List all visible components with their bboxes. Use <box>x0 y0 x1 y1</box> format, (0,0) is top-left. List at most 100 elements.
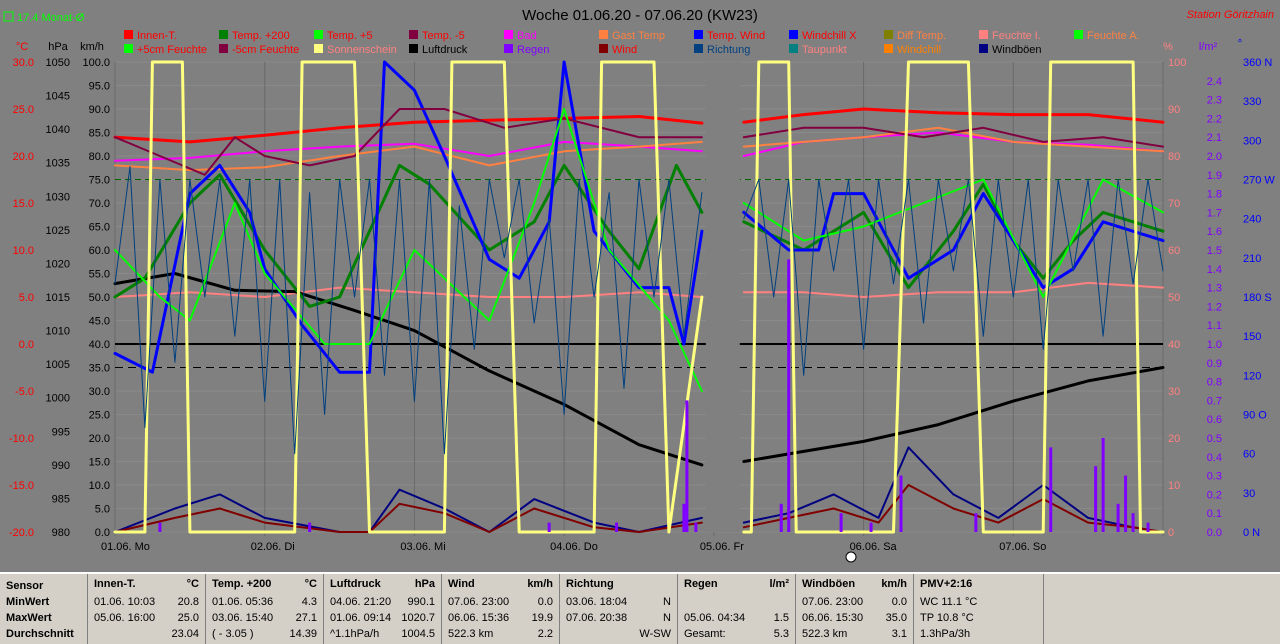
series-temp-200-line <box>113 163 704 308</box>
legend-item: Temp. -5 <box>422 30 465 42</box>
stats-header-name: Temp. +200 <box>212 578 272 590</box>
stats-cell-value: 0.0 <box>537 596 553 608</box>
series-temp-5-line <box>742 126 1164 148</box>
legend-item: Diff Temp. <box>897 30 946 42</box>
weather-chart: 01.06. Mo 02.06. Di 03.06. Mi 04.06. Do 05.0… <box>3 7 1276 563</box>
series-regen-bar <box>1146 522 1150 532</box>
stats-column-luftdruck: Luftdruck hPa 04.06. 21:20 990.1 01.06. 09:1… <box>324 574 442 644</box>
direction-tick: 240 <box>1243 214 1261 226</box>
series-regen-bar <box>685 400 689 532</box>
stats-cell-time: 07.06. 23:00 <box>802 596 864 608</box>
series-regen-bar <box>869 522 873 532</box>
legend-swatch <box>314 30 323 39</box>
legend-swatch <box>504 30 513 39</box>
legend-swatch <box>314 44 323 53</box>
direction-tick: 150 <box>1243 331 1261 343</box>
stats-cell-value: 23.04 <box>171 628 199 640</box>
pressure-tick: 995 <box>52 426 70 438</box>
series-windrichtung-line <box>743 179 1164 376</box>
series-gast-temp-line <box>742 126 1164 153</box>
pressure-tick: 1005 <box>46 359 70 371</box>
pressure-tick: 1000 <box>46 393 70 405</box>
legend-item: Luftdruck <box>422 44 468 56</box>
stats-column-header: Wind km/h <box>448 578 553 592</box>
stats-cell: TP 10.8 °C <box>920 612 1037 626</box>
stats-cell: WC 11.1 °C <box>920 596 1037 610</box>
wind-tick: 95.0 <box>89 81 110 93</box>
stats-label-max: MaxWert <box>6 612 52 624</box>
stats-column-windb-en: Windböen km/h 07.06. 23:00 0.0 06.06. 15:30 3… <box>796 574 914 644</box>
legend-swatch <box>409 44 418 53</box>
series-temp-200-line <box>742 182 1165 290</box>
stats-cell: ( - 3.05 ) 14.39 <box>212 628 317 642</box>
rain-tick: 2.2 <box>1207 113 1222 125</box>
temp-tick: 10.0 <box>13 245 34 257</box>
legend-swatch <box>599 30 608 39</box>
temp-tick: 20.0 <box>13 151 34 163</box>
stats-cell-time: 03.06. 18:04 <box>566 596 628 608</box>
rain-tick: 0.0 <box>1207 527 1222 539</box>
rain-tick: 0.4 <box>1207 452 1222 464</box>
series-bad-line <box>114 140 703 162</box>
stats-column-regen: Regen l/m² 05.06. 04:34 1.5 Gesamt: 5.3 <box>678 574 796 644</box>
legend-item: Temp. +200 <box>232 30 290 42</box>
stats-cell-value: 19.9 <box>531 612 553 624</box>
stats-cell-value: 990.1 <box>407 596 435 608</box>
time-slider-handle[interactable] <box>845 551 857 563</box>
stats-cell-value: 27.1 <box>295 612 317 624</box>
humidity-tick: 100 <box>1168 57 1186 69</box>
stats-cell-time: 522.3 km <box>802 628 848 640</box>
pressure-tick: 1045 <box>46 91 70 103</box>
rain-tick: 0.3 <box>1207 471 1222 483</box>
rain-tick: 1.1 <box>1207 320 1222 332</box>
legend-item: Wind <box>612 44 637 56</box>
pressure-tick: 1040 <box>46 124 70 136</box>
rain-tick: 1.4 <box>1207 264 1222 276</box>
legend-swatch <box>884 44 893 53</box>
series-regen-bar <box>615 522 619 532</box>
avg-checkbox[interactable] <box>3 11 14 22</box>
series-regen-bar <box>1131 513 1135 532</box>
wind-tick: 20.0 <box>89 433 110 445</box>
rain-tick: 0.7 <box>1207 395 1222 407</box>
temp-tick: 15.0 <box>13 198 34 210</box>
stats-cell: 522.3 km 3.1 <box>802 628 907 642</box>
rain-tick: 2.4 <box>1207 76 1222 88</box>
chart-axes: 01.06. Mo 02.06. Di 03.06. Mi 04.06. Do 05.0… <box>9 57 1275 553</box>
stats-cell-value: 35.0 <box>885 612 907 624</box>
humidity-tick: 20 <box>1168 433 1180 445</box>
direction-tick: 60 <box>1243 449 1255 461</box>
wind-tick: 10.0 <box>89 480 110 492</box>
wind-tick: 65.0 <box>89 222 110 234</box>
rain-tick: 1.9 <box>1207 170 1222 182</box>
direction-tick: 210 <box>1243 253 1261 265</box>
day-label: 03.06. Mi <box>400 541 445 553</box>
direction-tick: 270 W <box>1243 175 1275 187</box>
stats-cell-time: 522.3 km <box>448 628 494 640</box>
stats-cell: 06.06. 15:30 35.0 <box>802 612 907 626</box>
legend-item: Gast Temp <box>612 30 665 42</box>
stats-cell: 07.06. 23:00 0.0 <box>448 596 553 610</box>
wind-tick: 55.0 <box>89 269 110 281</box>
stats-cell-value: 2.2 <box>537 628 553 640</box>
stats-column-temp-200: Temp. +200 °C 01.06. 05:36 4.3 03.06. 15:40 2… <box>206 574 324 644</box>
stats-cell-time: 06.06. 15:30 <box>802 612 864 624</box>
stats-column-header: Luftdruck hPa <box>330 578 435 592</box>
legend-swatch <box>884 30 893 39</box>
stats-label-sensor: Sensor <box>6 580 44 592</box>
stats-cell-time: 04.06. 21:20 <box>330 596 392 608</box>
stats-cell: 05.06. 16:00 25.0 <box>94 612 199 626</box>
stats-cell-time: 03.06. 15:40 <box>212 612 274 624</box>
stats-header-unit: °C <box>186 578 199 590</box>
legend-item: Bad <box>517 30 537 42</box>
legend-item: Temp. +5 <box>327 30 373 42</box>
stats-cell-value: 1.5 <box>773 612 789 624</box>
legend-swatch <box>409 30 418 39</box>
stats-cell: 06.06. 15:36 19.9 <box>448 612 553 626</box>
stats-cell-time: TP 10.8 °C <box>920 612 974 624</box>
humidity-tick: 70 <box>1168 198 1180 210</box>
day-label: 07.06. So <box>999 541 1046 553</box>
stats-cell: 1.3hPa/3h <box>920 628 1037 642</box>
stats-cell: 07.06. 20:38 N <box>566 612 671 626</box>
series-regen-bar <box>1049 447 1053 532</box>
